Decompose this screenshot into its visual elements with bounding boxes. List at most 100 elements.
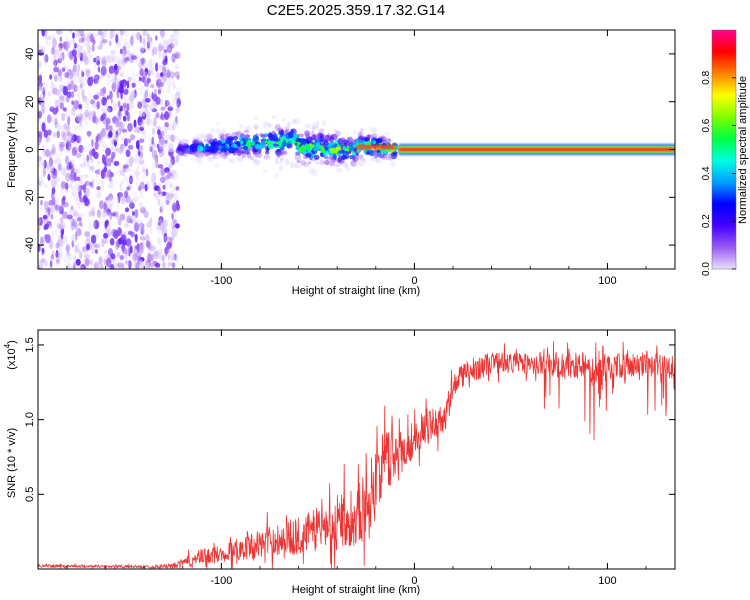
noise-blob [74, 244, 78, 249]
noise-blob [115, 120, 118, 129]
noise-blob [118, 121, 124, 132]
noise-blob [106, 72, 112, 79]
noise-blob [115, 118, 120, 128]
noise-blob [147, 83, 150, 93]
noise-blob [51, 249, 55, 258]
band-blob [215, 129, 222, 134]
noise-blob [158, 137, 164, 148]
noise-blob [120, 30, 124, 35]
noise-blob [139, 121, 143, 126]
noise-blob [155, 195, 159, 202]
band-blob [319, 127, 324, 134]
noise-blob [77, 64, 81, 72]
noise-blob [159, 206, 163, 213]
noise-blob [103, 232, 109, 239]
band-blob [253, 126, 258, 130]
noise-blob [79, 121, 82, 126]
noise-blob [160, 167, 166, 177]
noise-blob [82, 174, 88, 179]
noise-blob [68, 196, 71, 201]
noise-blob [165, 192, 171, 199]
noise-blob [68, 140, 73, 150]
band-blob [176, 137, 182, 142]
band-blob [324, 158, 330, 165]
noise-blob [135, 170, 139, 179]
noise-blob [163, 219, 168, 228]
noise-blob [121, 247, 128, 255]
noise-blob [85, 160, 90, 167]
noise-blob [154, 192, 159, 197]
noise-blob [174, 157, 178, 163]
noise-blob [68, 30, 72, 34]
noise-blob [58, 42, 64, 49]
band-blob [292, 118, 297, 125]
noise-blob [119, 213, 126, 221]
noise-blob [58, 242, 63, 251]
noise-blob [168, 250, 174, 255]
noise-blob [166, 242, 172, 249]
band-blob [356, 139, 363, 144]
noise-blob [44, 234, 48, 239]
noise-blob [168, 262, 173, 267]
noise-blob [143, 210, 149, 219]
noise-blob [65, 96, 70, 103]
noise-blob [75, 86, 80, 93]
noise-blob [56, 183, 60, 190]
noise-blob [70, 93, 74, 100]
band-blob [334, 163, 341, 168]
band-blob [242, 145, 249, 151]
band-blob [298, 133, 304, 138]
noise-blob [110, 50, 115, 57]
noise-blob [67, 133, 71, 143]
noise-blob [69, 30, 73, 36]
noise-blob [171, 229, 178, 238]
noise-blob [59, 223, 64, 230]
noise-blob [72, 107, 75, 112]
band-blob [280, 149, 284, 156]
noise-blob [171, 53, 176, 63]
noise-blob [127, 158, 133, 164]
noise-blob [139, 190, 144, 199]
noise-blob [119, 191, 126, 201]
noise-blob [75, 30, 80, 36]
noise-blob [67, 254, 71, 262]
noise-blob [78, 221, 82, 227]
noise-blob [126, 80, 130, 89]
band-blob [199, 133, 206, 138]
noise-blob [79, 52, 84, 62]
noise-blob [161, 254, 165, 262]
noise-blob [142, 170, 147, 179]
noise-blob [167, 255, 173, 266]
band-blob [196, 152, 204, 159]
noise-blob [59, 249, 62, 257]
noise-blob [42, 236, 46, 244]
noise-blob [93, 219, 100, 230]
snr-x-tick-label: 100 [598, 575, 616, 587]
noise-blob [146, 77, 151, 84]
noise-blob [145, 168, 149, 177]
band-blob [337, 137, 343, 144]
noise-blob [175, 186, 180, 191]
noise-blob [166, 112, 169, 120]
noise-blob [60, 231, 64, 240]
noise-blob [93, 78, 99, 84]
noise-blob [40, 236, 44, 247]
noise-blob [110, 98, 114, 104]
noise-blob [124, 262, 130, 269]
noise-blob [108, 193, 113, 201]
noise-blob [41, 46, 45, 56]
noise-blob [125, 46, 131, 57]
noise-blob [74, 42, 77, 49]
noise-blob [71, 239, 75, 248]
noise-blob [139, 153, 143, 164]
noise-blob [41, 122, 46, 132]
noise-blob [136, 250, 139, 257]
noise-blob [123, 138, 129, 147]
noise-blob [41, 144, 46, 153]
noise-blob [172, 211, 177, 221]
noise-blob [174, 71, 180, 78]
noise-blob [167, 106, 174, 112]
band-blob [338, 149, 343, 154]
noise-blob [89, 33, 94, 43]
noise-blob [149, 57, 153, 68]
